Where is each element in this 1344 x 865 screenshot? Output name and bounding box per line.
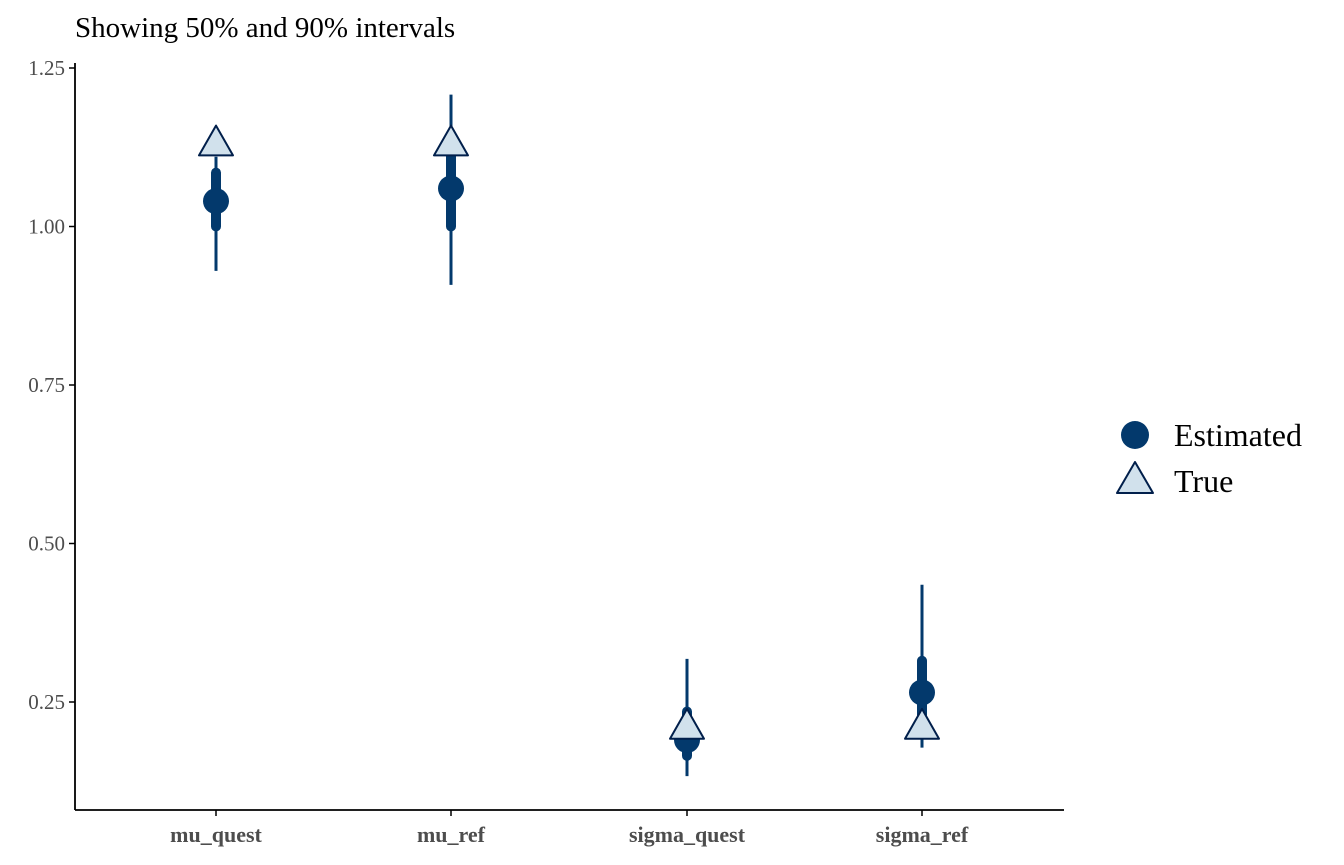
- chart-subtitle: Showing 50% and 90% intervals: [75, 12, 455, 44]
- x-tick-label: mu_ref: [417, 822, 486, 847]
- estimated-point: [909, 679, 935, 706]
- y-tick-label: 0.50: [28, 532, 65, 556]
- y-tick-label: 1.00: [28, 215, 65, 239]
- legend-true-label: True: [1174, 463, 1233, 499]
- true-point: [433, 124, 469, 157]
- x-tick-label: mu_quest: [170, 822, 262, 847]
- true-point: [669, 707, 705, 740]
- y-tick-label: 1.25: [28, 56, 65, 80]
- legend-estimated-label: Estimated: [1174, 417, 1302, 453]
- legend-estimated-marker: [1121, 421, 1149, 449]
- legend: Estimated True: [1116, 417, 1302, 499]
- true-point: [198, 124, 234, 157]
- y-tick-label: 0.25: [28, 690, 65, 714]
- legend-true-marker: [1116, 461, 1154, 494]
- true-point: [904, 707, 940, 740]
- x-tick-label: sigma_ref: [876, 822, 969, 847]
- estimated-point: [438, 175, 464, 202]
- estimated-point: [203, 188, 229, 215]
- y-tick-label: 0.75: [28, 373, 65, 397]
- chart-marks: [198, 94, 940, 777]
- axes: 0.25 0.50 0.75 1.00 1.25 mu_quest mu_ref sigma_…: [28, 56, 1064, 847]
- x-tick-label: sigma_quest: [629, 822, 746, 847]
